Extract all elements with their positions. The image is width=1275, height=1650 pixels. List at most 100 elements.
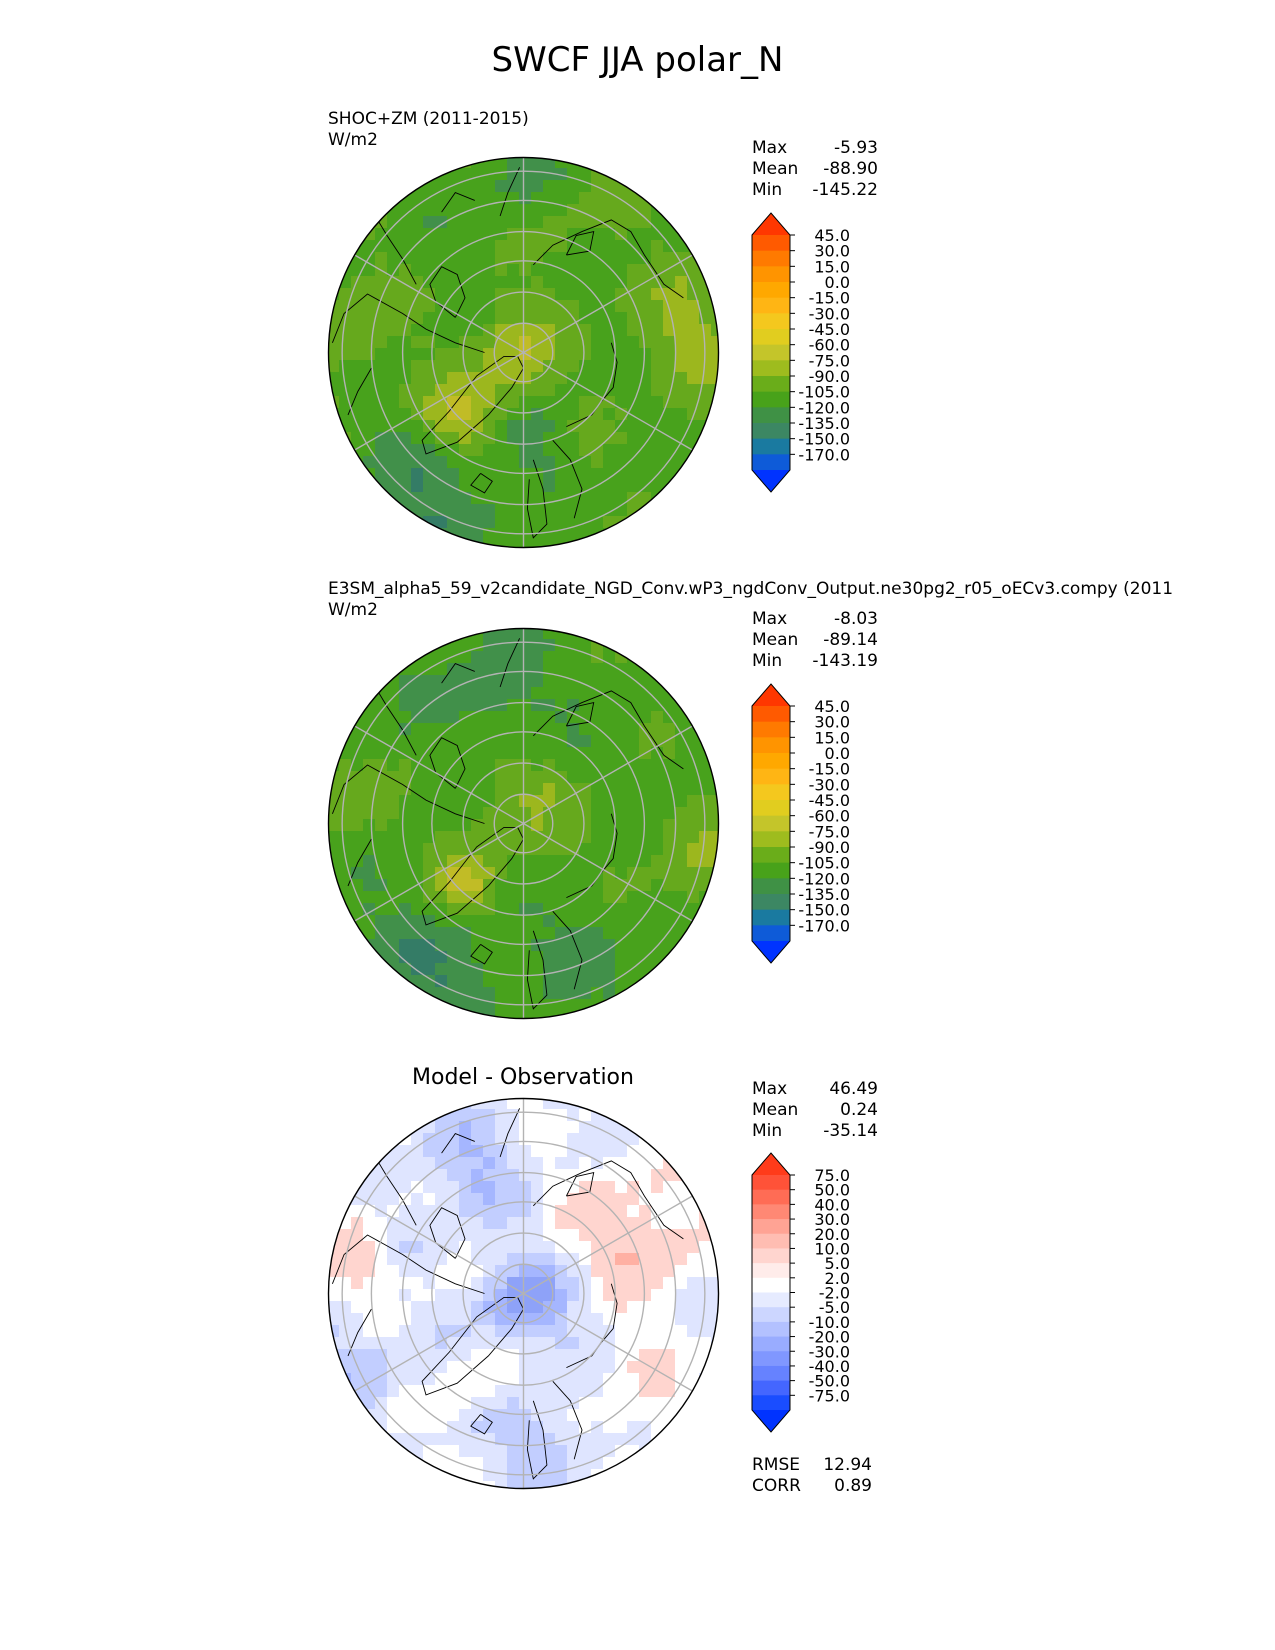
field-cell [459, 639, 472, 652]
field-cell [615, 228, 628, 241]
field-cell [627, 831, 640, 844]
field-cell [399, 528, 412, 541]
field-cell [627, 444, 640, 457]
field-cell [543, 432, 556, 445]
colorbar-tick-label: 0.0 [825, 744, 850, 763]
field-cell [507, 204, 520, 217]
field-cell [531, 180, 544, 193]
field-cell [351, 699, 364, 712]
field-cell [699, 480, 712, 493]
field-cell [339, 795, 352, 808]
field-cell [339, 831, 352, 844]
field-cell [387, 663, 400, 676]
panel-2-colorbar: 45.0 30.0 15.0 0.0 -15.0 -30.0 -45.0 -60.0 -75.0… [745, 676, 865, 971]
field-cell [411, 1241, 424, 1254]
field-cell [411, 771, 424, 784]
field-cell [579, 396, 592, 409]
field-cell [627, 540, 640, 548]
field-cell [375, 384, 388, 397]
field-cell [387, 879, 400, 892]
field-cell [363, 1313, 376, 1326]
field-cell [579, 903, 592, 916]
field-cell [399, 396, 412, 409]
field-cell [375, 336, 388, 349]
stat-min-label: Min [752, 180, 783, 200]
colorbar-segment [752, 1321, 790, 1338]
field-cell [351, 1409, 364, 1422]
field-cell [615, 831, 628, 844]
field-cell [663, 1253, 676, 1266]
field-cell [615, 1205, 628, 1218]
field-cell [663, 759, 676, 772]
field-cell [615, 951, 628, 964]
field-cell [375, 180, 388, 193]
field-cell [639, 300, 652, 313]
field-cell [363, 1277, 376, 1290]
field-cell [399, 492, 412, 505]
field-cell [651, 384, 664, 397]
field-cell [328, 504, 340, 517]
field-cell [519, 396, 532, 409]
field-cell [495, 651, 508, 664]
field-cell [519, 1265, 532, 1278]
field-cell [531, 216, 544, 229]
field-cell [711, 1313, 719, 1326]
field-cell [675, 1011, 688, 1019]
field-cell [687, 1157, 700, 1170]
colorbar-segment [752, 1204, 790, 1220]
colorbar-segment [752, 360, 790, 377]
field-cell [447, 663, 460, 676]
field-cell [687, 628, 700, 640]
field-cell [423, 1145, 436, 1158]
field-cell [603, 1241, 616, 1254]
field-cell [699, 1337, 712, 1350]
field-cell [543, 747, 556, 760]
field-cell [387, 987, 400, 1000]
field-cell [627, 516, 640, 529]
field-cell [423, 1421, 436, 1434]
field-cell [543, 639, 556, 652]
field-cell [687, 192, 700, 205]
field-cell [543, 927, 556, 940]
field-cell [627, 891, 640, 904]
colorbar-segment [752, 1189, 790, 1205]
field-cell [615, 372, 628, 385]
field-cell [495, 504, 508, 517]
field-cell [555, 192, 568, 205]
field-cell [711, 951, 719, 964]
field-cell [495, 204, 508, 217]
field-cell [663, 1301, 676, 1314]
field-cell [423, 300, 436, 313]
field-cell [471, 663, 484, 676]
field-cell [339, 1265, 352, 1278]
field-cell [399, 216, 412, 229]
field-cell [363, 1253, 376, 1266]
field-cell [651, 1469, 664, 1482]
field-cell [483, 312, 496, 325]
field-cell [507, 360, 520, 373]
field-cell [543, 1253, 556, 1266]
field-cell [519, 180, 532, 193]
colorbar-extend-min [752, 470, 790, 492]
field-cell [387, 1157, 400, 1170]
field-cell [615, 1385, 628, 1398]
field-cell [411, 372, 424, 385]
field-cell [471, 312, 484, 325]
field-cell [339, 819, 352, 832]
field-cell [411, 1481, 424, 1489]
field-cell [375, 157, 388, 169]
field-cell [399, 711, 412, 724]
colorbar-tick-label: 50.0 [814, 1181, 850, 1200]
field-cell [507, 216, 520, 229]
field-cell [363, 348, 376, 361]
field-cell [675, 675, 688, 688]
field-cell [579, 1433, 592, 1446]
field-cell [579, 1385, 592, 1398]
field-cell [651, 999, 664, 1012]
field-cell [651, 663, 664, 676]
field-cell [519, 1373, 532, 1386]
field-cell [675, 216, 688, 229]
colorbar-segment [752, 1233, 790, 1250]
field-cell [328, 264, 340, 277]
field-cell [639, 699, 652, 712]
